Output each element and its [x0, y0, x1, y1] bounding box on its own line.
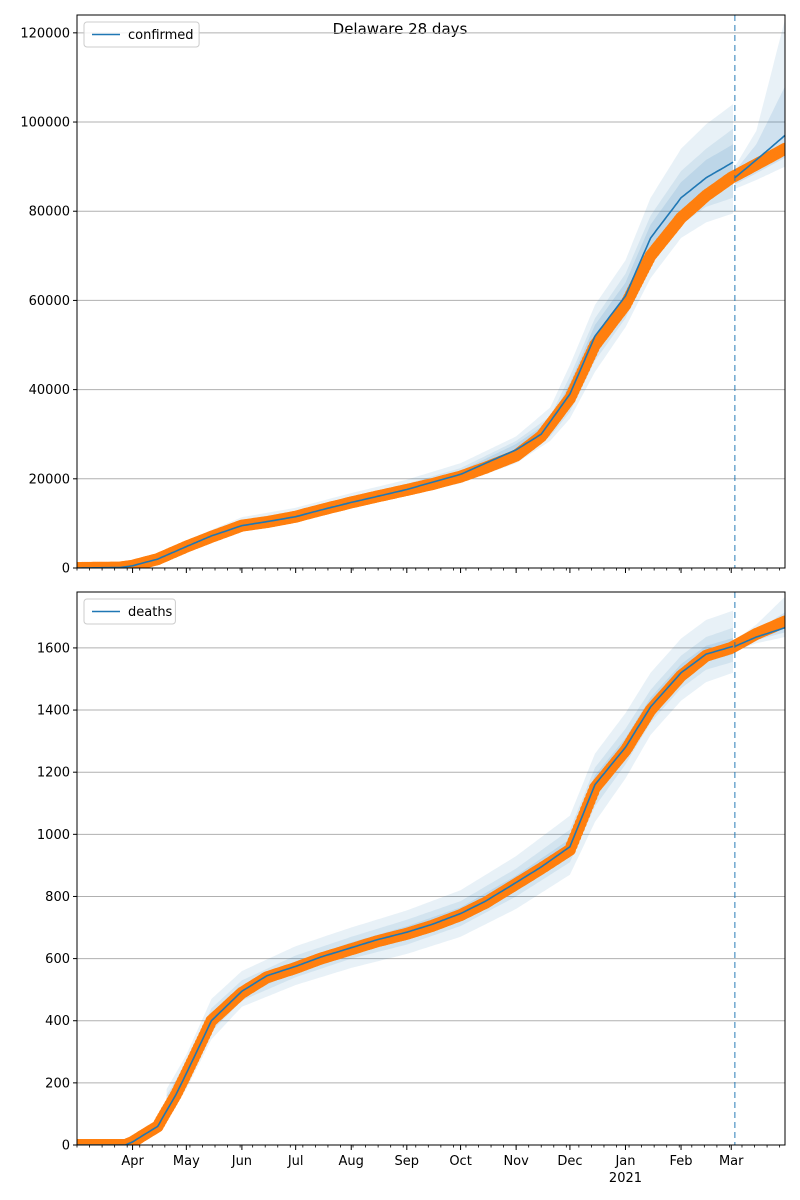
x-year-label: 2021 [609, 1171, 642, 1186]
y-tick-label: 200 [45, 1076, 70, 1091]
legend-label: confirmed [128, 28, 194, 43]
y-tick-label: 800 [45, 890, 70, 905]
y-tick-label: 20000 [29, 472, 70, 487]
forecast-line [734, 134, 785, 179]
y-tick-label: 1400 [37, 704, 70, 719]
observed-point [779, 615, 785, 628]
axes-frame [76, 14, 786, 569]
x-tick-label: Jan [614, 1154, 635, 1169]
y-tick-label: 120000 [20, 26, 70, 41]
x-tick-label: Sep [395, 1154, 420, 1169]
legend-box [83, 21, 200, 48]
x-tick-label: May [173, 1154, 200, 1169]
x-tick-label: Nov [503, 1154, 529, 1169]
legend-box [83, 598, 176, 625]
forecast-line [734, 626, 785, 648]
axes-frame [76, 591, 786, 1146]
x-tick-label: Oct [449, 1154, 471, 1169]
y-tick-label: 100000 [20, 116, 70, 131]
y-tick-label: 60000 [29, 294, 70, 309]
plot-area [77, 596, 785, 1145]
y-tick-label: 600 [45, 952, 70, 967]
plot-area [77, 19, 785, 568]
confidence-band [166, 610, 734, 1121]
y-tick-label: 80000 [29, 205, 70, 220]
confidence-band [166, 627, 734, 1114]
y-tick-label: 0 [62, 562, 70, 577]
y-tick-label: 0 [62, 1139, 70, 1154]
x-tick-label: Dec [557, 1154, 582, 1169]
y-tick-label: 1600 [37, 641, 70, 656]
x-tick-label: Mar [719, 1154, 744, 1169]
y-tick-label: 400 [45, 1014, 70, 1029]
legend: confirmed [83, 21, 200, 48]
chart-panel-confirmed: 0 20000 40000 60000 80000 100000 120000 confirm… [20, 14, 786, 577]
legend: deaths [83, 598, 176, 625]
y-tick-label: 1200 [37, 766, 70, 781]
observed-point [779, 142, 785, 155]
x-tick-label: Jun [231, 1154, 252, 1169]
confidence-band [148, 128, 733, 563]
legend-label: deaths [128, 605, 173, 620]
model-line [77, 161, 734, 568]
confidence-band [148, 144, 733, 562]
model-line [77, 645, 734, 1145]
confidence-band [148, 104, 733, 564]
y-tick-label: 40000 [29, 383, 70, 398]
x-tick-label: Jul [287, 1154, 304, 1169]
figure-title: Delaware 28 days [332, 20, 468, 38]
y-tick-label: 1000 [37, 828, 70, 843]
x-tick-label: Feb [670, 1154, 693, 1169]
x-tick-label: Apr [121, 1154, 144, 1169]
chart-panel-deaths: 0 200 400 600 800 1000 1200 1400 1600 Apr May Jun Ju… [37, 591, 786, 1186]
x-tick-label: Aug [339, 1154, 364, 1169]
